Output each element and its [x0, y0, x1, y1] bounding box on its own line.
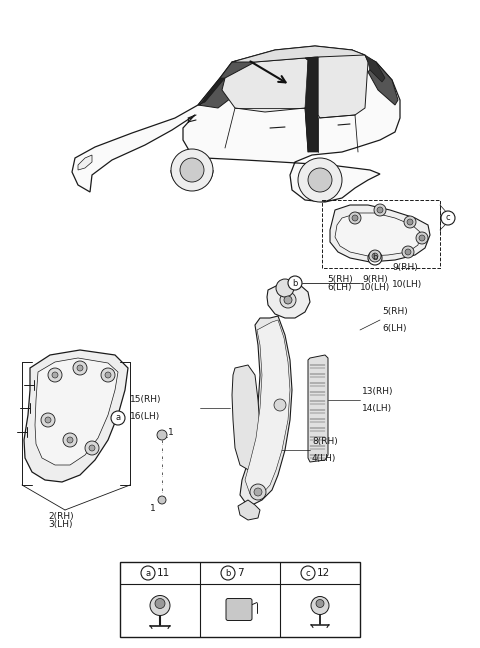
Circle shape — [311, 597, 329, 614]
Circle shape — [402, 246, 414, 258]
Polygon shape — [24, 350, 128, 482]
Circle shape — [105, 372, 111, 378]
Polygon shape — [78, 155, 92, 170]
Text: b: b — [372, 253, 378, 262]
Polygon shape — [222, 58, 308, 112]
Circle shape — [349, 212, 361, 224]
Polygon shape — [330, 205, 430, 262]
Polygon shape — [232, 365, 260, 472]
Circle shape — [48, 368, 62, 382]
Circle shape — [276, 279, 294, 297]
Circle shape — [73, 361, 87, 375]
Text: 13(RH): 13(RH) — [362, 387, 394, 396]
Circle shape — [441, 211, 455, 225]
Circle shape — [52, 372, 58, 378]
Circle shape — [157, 430, 167, 440]
Polygon shape — [305, 57, 318, 152]
Text: 3(LH): 3(LH) — [48, 520, 72, 529]
Circle shape — [416, 232, 428, 244]
Text: 5(RH): 5(RH) — [382, 307, 408, 316]
Bar — [322, 200, 440, 268]
FancyBboxPatch shape — [226, 599, 252, 621]
Text: c: c — [306, 568, 310, 577]
Circle shape — [407, 219, 413, 225]
Polygon shape — [238, 500, 260, 520]
Polygon shape — [72, 46, 400, 202]
Circle shape — [67, 437, 73, 443]
Text: 6(LH): 6(LH) — [328, 283, 352, 292]
Circle shape — [377, 207, 383, 213]
Polygon shape — [365, 55, 385, 82]
Text: 8(RH): 8(RH) — [312, 437, 338, 446]
Circle shape — [368, 251, 382, 265]
Text: 16(LH): 16(LH) — [130, 412, 160, 421]
Circle shape — [41, 413, 55, 427]
Circle shape — [45, 417, 51, 423]
Polygon shape — [245, 320, 290, 498]
Text: c: c — [446, 213, 450, 222]
Circle shape — [374, 204, 386, 216]
Text: 15(RH): 15(RH) — [130, 395, 161, 404]
Circle shape — [301, 566, 315, 580]
Circle shape — [180, 158, 204, 182]
Circle shape — [280, 292, 296, 308]
Text: a: a — [115, 413, 120, 422]
Polygon shape — [198, 58, 255, 108]
Circle shape — [155, 599, 165, 608]
Circle shape — [141, 566, 155, 580]
Circle shape — [352, 215, 358, 221]
Circle shape — [77, 365, 83, 371]
Text: 11: 11 — [157, 568, 170, 578]
Text: 5(RH): 5(RH) — [327, 275, 353, 284]
Circle shape — [284, 296, 292, 304]
Polygon shape — [240, 316, 292, 505]
Text: 2(RH): 2(RH) — [48, 512, 73, 521]
Text: 7: 7 — [237, 568, 244, 578]
Circle shape — [298, 158, 342, 202]
Circle shape — [158, 496, 166, 504]
Text: 12: 12 — [317, 568, 330, 578]
Circle shape — [85, 441, 99, 455]
Circle shape — [369, 250, 381, 262]
Text: 1: 1 — [150, 504, 156, 513]
Circle shape — [150, 596, 170, 616]
Polygon shape — [368, 62, 398, 105]
Polygon shape — [308, 355, 328, 462]
Text: b: b — [292, 279, 298, 288]
Circle shape — [254, 488, 262, 496]
Text: b: b — [225, 568, 231, 577]
Text: 4(LH): 4(LH) — [312, 454, 336, 463]
Polygon shape — [198, 78, 225, 105]
Bar — [120, 562, 360, 637]
Circle shape — [111, 411, 125, 425]
Circle shape — [63, 433, 77, 447]
Circle shape — [372, 253, 378, 259]
Text: 9(RH): 9(RH) — [392, 263, 418, 272]
Polygon shape — [232, 46, 365, 62]
Text: 14(LH): 14(LH) — [362, 404, 392, 413]
Circle shape — [288, 276, 302, 290]
Polygon shape — [35, 358, 118, 465]
Text: 10(LH): 10(LH) — [392, 280, 422, 289]
Circle shape — [308, 168, 332, 192]
Circle shape — [316, 599, 324, 608]
Circle shape — [101, 368, 115, 382]
Circle shape — [404, 216, 416, 228]
Circle shape — [419, 235, 425, 241]
Text: 6(LH): 6(LH) — [382, 324, 407, 333]
Text: 9(RH): 9(RH) — [362, 275, 388, 284]
Circle shape — [171, 149, 213, 191]
Circle shape — [221, 566, 235, 580]
Polygon shape — [318, 50, 368, 118]
Circle shape — [274, 399, 286, 411]
Circle shape — [405, 249, 411, 255]
Circle shape — [89, 445, 95, 451]
Polygon shape — [267, 283, 310, 318]
Circle shape — [250, 484, 266, 500]
Polygon shape — [335, 213, 420, 256]
Text: 1: 1 — [168, 428, 174, 437]
Text: a: a — [145, 568, 151, 577]
Text: 10(LH): 10(LH) — [360, 283, 390, 292]
